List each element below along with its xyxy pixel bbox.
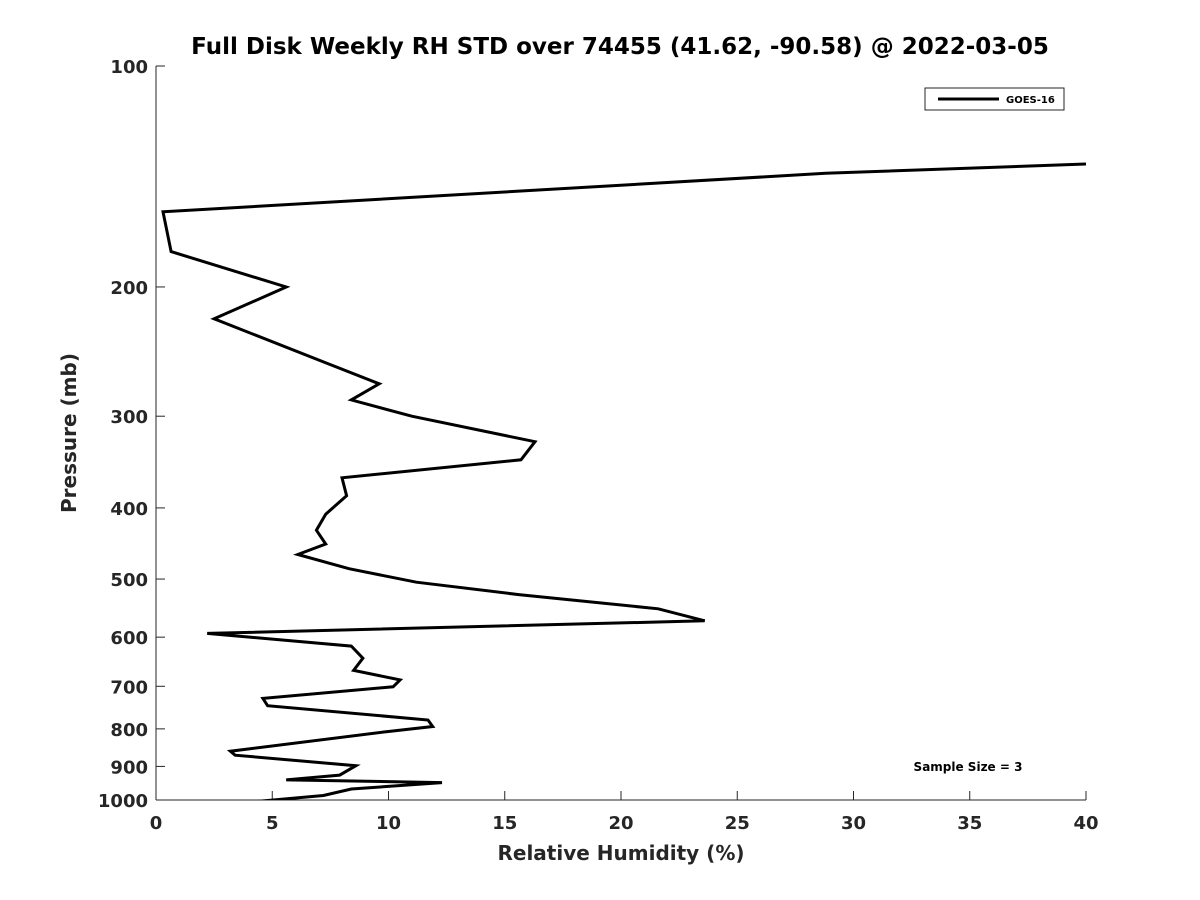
y-tick-label: 600	[110, 628, 148, 649]
y-tick-label: 700	[110, 677, 148, 698]
sample-size-annotation: Sample Size = 3	[914, 760, 1023, 774]
y-tick-label: 1000	[98, 791, 148, 812]
x-tick-label: 0	[150, 813, 163, 834]
legend: GOES-16	[924, 87, 1065, 111]
y-tick-label: 900	[110, 757, 148, 778]
x-axis-label: Relative Humidity (%)	[497, 841, 744, 865]
series-line-goes-16	[161, 162, 1086, 800]
legend-label-goes-16: GOES-16	[1006, 95, 1055, 106]
y-tick-label: 500	[110, 570, 148, 591]
x-tick-label: 10	[376, 813, 401, 834]
y-axis-ticks: 100 200 300 400 500 600 700 800 900 1000	[98, 57, 165, 812]
x-axis-ticks: 0 5 10 15 20 25 30 35 40	[150, 791, 1099, 834]
y-axis-label: Pressure (mb)	[57, 353, 81, 513]
x-tick-label: 5	[266, 813, 279, 834]
y-tick-label: 400	[110, 499, 148, 520]
x-tick-label: 20	[608, 813, 633, 834]
x-tick-label: 25	[725, 813, 750, 834]
y-tick-label: 100	[110, 57, 148, 78]
x-tick-label: 35	[957, 813, 982, 834]
x-tick-label: 30	[841, 813, 866, 834]
y-tick-label: 300	[110, 407, 148, 428]
chart-title: Full Disk Weekly RH STD over 74455 (41.6…	[191, 34, 1049, 60]
y-tick-label: 200	[110, 278, 148, 299]
x-tick-label: 15	[492, 813, 517, 834]
y-tick-label: 800	[110, 720, 148, 741]
x-tick-label: 40	[1073, 813, 1098, 834]
